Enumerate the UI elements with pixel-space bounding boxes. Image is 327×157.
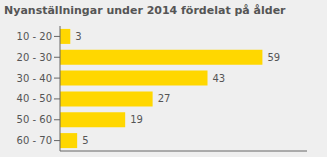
svg-text:40 - 50: 40 - 50 bbox=[17, 93, 52, 104]
svg-text:19: 19 bbox=[130, 114, 143, 125]
svg-text:3: 3 bbox=[75, 31, 81, 42]
svg-text:27: 27 bbox=[158, 93, 171, 104]
svg-text:50 - 60: 50 - 60 bbox=[17, 114, 52, 125]
svg-text:5: 5 bbox=[82, 135, 88, 146]
svg-text:30 - 40: 30 - 40 bbox=[17, 73, 52, 84]
svg-text:59: 59 bbox=[267, 52, 280, 63]
html-text:Nyanställningar under 2014 för: Nyanställningar under 2014 fördelat på å… bbox=[4, 4, 286, 17]
svg-text:10 - 20: 10 - 20 bbox=[17, 31, 52, 42]
svg-text:20 - 30: 20 - 30 bbox=[17, 52, 52, 63]
svg-text:43: 43 bbox=[213, 73, 226, 84]
svg-text:60 - 70: 60 - 70 bbox=[17, 135, 52, 146]
